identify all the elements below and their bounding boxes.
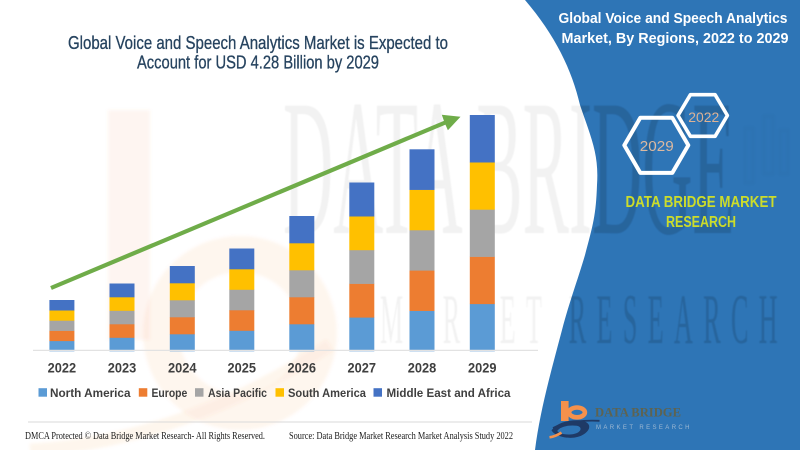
- svg-text:DMCA Protected © Data Bridge M: DMCA Protected © Data Bridge Market Rese…: [25, 431, 265, 442]
- svg-text:DATA BRIDGE: DATA BRIDGE: [595, 405, 681, 420]
- svg-text:South America: South America: [288, 386, 366, 400]
- svg-text:Asia Pacific: Asia Pacific: [208, 386, 267, 400]
- svg-text:2024: 2024: [168, 360, 197, 376]
- svg-text:2029: 2029: [468, 360, 497, 376]
- svg-text:Global Voice and Speech Analyt: Global Voice and Speech Analytics: [559, 11, 788, 27]
- svg-text:Source: Data Bridge Market Res: Source: Data Bridge Market Research Mark…: [289, 431, 513, 442]
- svg-text:2025: 2025: [228, 360, 257, 376]
- svg-text:Global Voice and Speech Analyt: Global Voice and Speech Analytics Market…: [68, 32, 448, 53]
- svg-text:2023: 2023: [108, 360, 137, 376]
- svg-text:2028: 2028: [408, 360, 437, 376]
- svg-text:MARKET RESEARCH: MARKET RESEARCH: [596, 425, 692, 431]
- svg-text:North America: North America: [50, 386, 131, 400]
- svg-text:DATA BRIDGE MARKET: DATA BRIDGE MARKET: [626, 194, 777, 211]
- svg-text:Market, By Regions, 2022 to 20: Market, By Regions, 2022 to 2029: [562, 31, 789, 47]
- svg-text:2026: 2026: [288, 360, 317, 376]
- svg-text:2027: 2027: [348, 360, 377, 376]
- svg-text:Middle East and Africa: Middle East and Africa: [387, 386, 511, 400]
- svg-text:MARKET RESEARCH: MARKET RESEARCH: [380, 279, 788, 358]
- svg-text:2022: 2022: [688, 109, 719, 125]
- svg-text:Account for USD 4.28 Billion b: Account for USD 4.28 Billion by 2029: [137, 52, 379, 73]
- svg-text:RESEARCH: RESEARCH: [666, 214, 736, 231]
- svg-text:2022: 2022: [48, 360, 77, 376]
- svg-text:Europe: Europe: [152, 386, 188, 400]
- svg-text:2029: 2029: [640, 139, 674, 155]
